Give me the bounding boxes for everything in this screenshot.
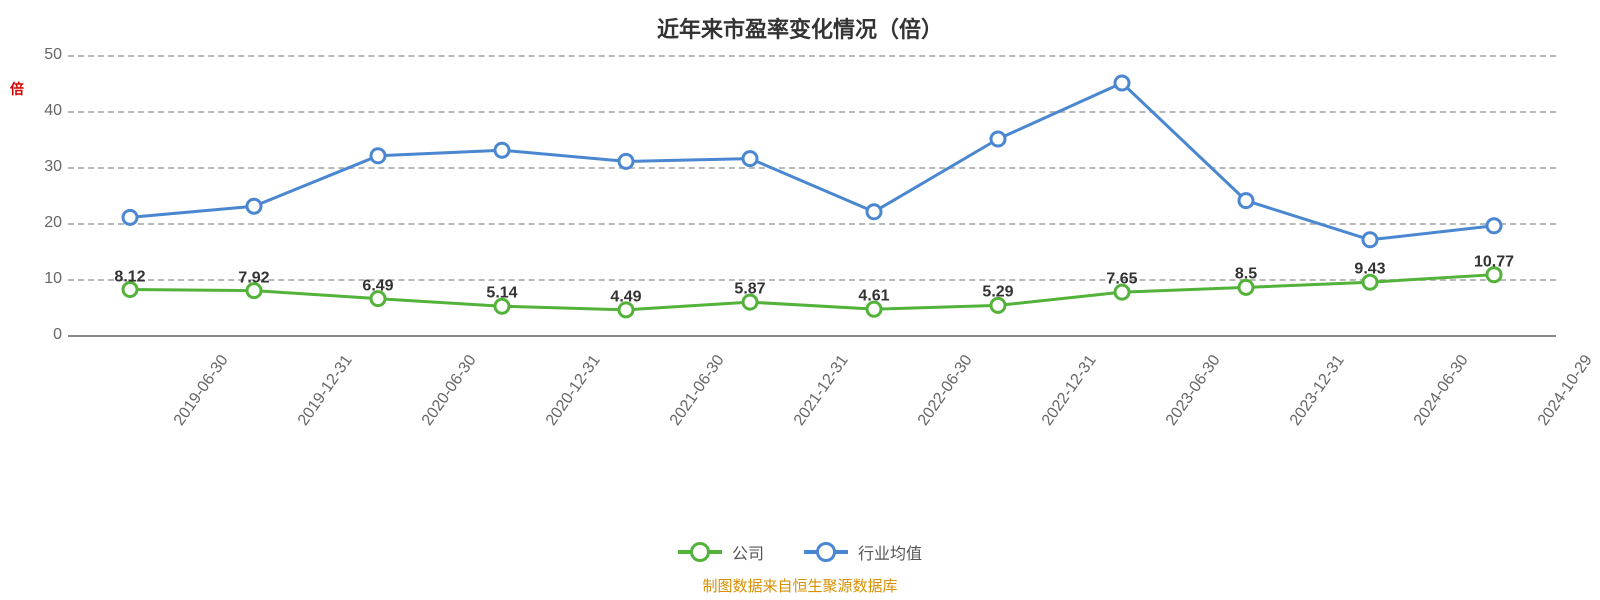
series-marker [867,205,881,219]
x-tick-label: 2021-06-30 [667,352,729,429]
series-marker [247,199,261,213]
data-point-label: 6.49 [362,277,393,295]
pe-ratio-chart: 近年来市盈率变化情况（倍） 倍 0 10 20 30 40 50 2019-06-30 20… [0,0,1600,600]
data-point-label: 10.77 [1474,253,1514,271]
y-axis-unit-icon: 倍 [8,82,26,96]
series-marker [1239,194,1253,208]
series-marker [1487,219,1501,233]
data-point-label: 9.43 [1354,261,1385,279]
x-tick-label: 2022-12-31 [1039,352,1101,429]
x-tick-label: 2020-06-30 [419,352,481,429]
series-marker [123,210,137,224]
data-point-label: 4.61 [858,288,889,306]
y-tick-label: 40 [12,102,62,120]
x-tick-label: 2024-10-29 [1535,352,1597,429]
legend: 公司 行业均值 [0,540,1600,564]
y-tick-label: 10 [12,270,62,288]
series-marker [495,143,509,157]
data-point-label: 7.92 [238,269,269,287]
y-tick-label: 0 [12,326,62,344]
series-marker [371,149,385,163]
data-point-label: 5.14 [486,285,517,303]
series-marker [619,154,633,168]
x-axis-baseline [68,335,1556,337]
series-line [130,275,1494,310]
x-tick-label: 2021-12-31 [791,352,853,429]
x-tick-label: 2024-06-30 [1411,352,1473,429]
x-tick-label: 2023-06-30 [1163,352,1225,429]
y-tick-label: 50 [12,46,62,64]
legend-label: 公司 [732,540,764,564]
x-tick-label: 2022-06-30 [915,352,977,429]
legend-label: 行业均值 [858,540,922,564]
chart-title: 近年来市盈率变化情况（倍） [0,12,1600,44]
series-marker [991,132,1005,146]
chart-lines-svg [68,55,1556,335]
data-point-label: 5.29 [982,284,1013,302]
x-tick-label: 2019-06-30 [171,352,233,429]
y-tick-label: 30 [12,158,62,176]
x-tick-label: 2019-12-31 [295,352,357,429]
data-point-label: 8.12 [114,268,145,286]
series-marker [1363,233,1377,247]
legend-swatch-icon [678,550,722,554]
plot-area [68,55,1556,335]
data-point-label: 5.87 [734,281,765,299]
series-line [130,83,1494,240]
data-point-label: 4.49 [610,288,641,306]
data-point-label: 7.65 [1106,271,1137,289]
y-tick-label: 20 [12,214,62,232]
series-marker [743,152,757,166]
x-tick-label: 2020-12-31 [543,352,605,429]
footer-note: 制图数据来自恒生聚源数据库 [0,575,1600,596]
legend-item[interactable]: 行业均值 [804,540,922,564]
data-point-label: 8.5 [1235,266,1257,284]
legend-item[interactable]: 公司 [678,540,764,564]
legend-swatch-icon [804,550,848,554]
series-marker [1115,76,1129,90]
x-tick-label: 2023-12-31 [1287,352,1349,429]
